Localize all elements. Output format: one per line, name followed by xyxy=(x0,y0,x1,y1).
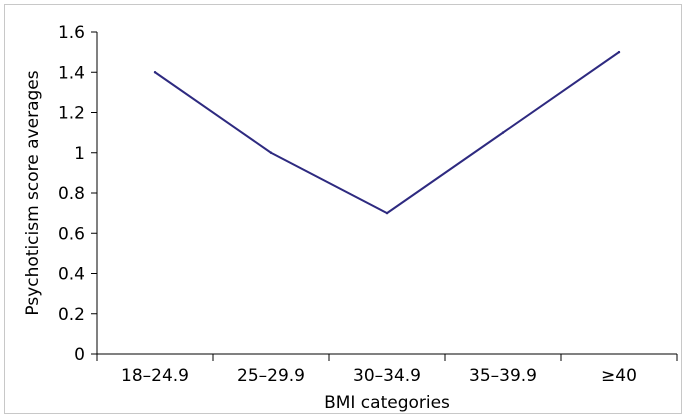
y-tick-label: 1.6 xyxy=(58,23,85,43)
x-tick-label: 18–24.9 xyxy=(121,366,189,386)
y-tick-label: 0.8 xyxy=(58,184,85,204)
y-tick-label: 0 xyxy=(74,345,85,365)
y-tick-label: 0.4 xyxy=(58,265,85,285)
y-tick-label: 0.6 xyxy=(58,224,85,244)
data-point xyxy=(269,151,273,154)
data-point xyxy=(153,71,157,74)
x-axis-title: BMI categories xyxy=(324,393,450,413)
x-tick-label: ≥40 xyxy=(601,366,637,386)
series-line xyxy=(154,51,620,215)
data-point xyxy=(501,131,505,134)
x-tick-label: 35–39.9 xyxy=(469,366,537,386)
y-tick-label: 1 xyxy=(74,144,85,164)
series xyxy=(153,50,621,215)
data-point xyxy=(385,211,389,215)
chart-frame xyxy=(4,4,682,414)
y-tick-label: 1.2 xyxy=(58,104,85,124)
data-point xyxy=(617,50,621,54)
x-tick-label: 30–34.9 xyxy=(353,366,421,386)
y-axis: 0 0.2 0.4 0.6 0.8 1 1.2 1.4 1.6 xyxy=(58,23,98,365)
x-axis: 18–24.9 25–29.9 30–34.9 35–39.9 ≥40 xyxy=(96,353,678,386)
y-axis-title: Psychoticism score averages xyxy=(23,70,43,315)
x-tick-label: 25–29.9 xyxy=(237,366,305,386)
y-tick-label: 1.4 xyxy=(58,63,85,83)
y-tick-label: 0.2 xyxy=(58,305,85,325)
